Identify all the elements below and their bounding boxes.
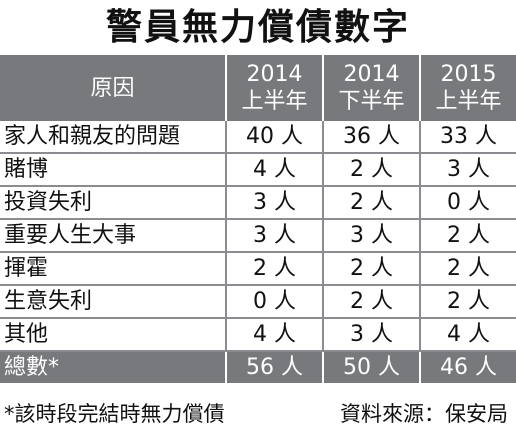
- page-title: 警員無力償債數字: [105, 7, 410, 48]
- value-cell: 3 人: [322, 318, 420, 352]
- footnote: *該時段完結時無力償債: [4, 402, 225, 426]
- value-cell: 2 人: [225, 252, 323, 286]
- header-2015-h1: 2015 上半年: [419, 55, 516, 121]
- insolvency-table: 原因 2014 上半年 2014 下半年 2015 上半年 家人和親友的問題 4…: [0, 55, 516, 383]
- value-cell: 3 人: [419, 153, 516, 187]
- total-label: 總數*: [0, 351, 226, 383]
- table-row: 生意失利 0 人 2 人 2 人: [0, 285, 516, 319]
- header-2014-h1: 2014 上半年: [225, 55, 323, 121]
- value-cell: 2 人: [419, 252, 516, 286]
- header-year: 2014: [246, 62, 303, 87]
- table-total-row: 總數* 56 人 50 人 46 人: [0, 351, 516, 383]
- value-cell: 2 人: [322, 252, 420, 286]
- header-year: 2015: [440, 62, 497, 87]
- source-credit: 資料來源：保安局: [340, 402, 508, 426]
- value-cell: 2 人: [419, 285, 516, 319]
- table-row: 揮霍 2 人 2 人 2 人: [0, 252, 516, 286]
- value-cell: 2 人: [419, 219, 516, 253]
- value-cell: 4 人: [225, 153, 323, 187]
- value-cell: 2 人: [322, 153, 420, 187]
- value-cell: 4 人: [225, 318, 323, 352]
- table-row: 賭博 4 人 2 人 3 人: [0, 153, 516, 187]
- value-cell: 0 人: [419, 186, 516, 220]
- table-row: 投資失利 3 人 2 人 0 人: [0, 186, 516, 220]
- value-cell: 2 人: [322, 285, 420, 319]
- reason-cell: 重要人生大事: [0, 219, 226, 253]
- header-half: 下半年: [338, 89, 405, 114]
- value-cell: 3 人: [322, 219, 420, 253]
- header-half: 上半年: [241, 89, 308, 114]
- value-cell: 33 人: [419, 121, 516, 154]
- reason-cell: 投資失利: [0, 186, 226, 220]
- value-cell: 36 人: [322, 121, 420, 154]
- table-row: 重要人生大事 3 人 3 人 2 人: [0, 219, 516, 253]
- value-cell: 3 人: [225, 186, 323, 220]
- total-value-cell: 50 人: [322, 351, 420, 383]
- total-value-cell: 46 人: [419, 351, 516, 383]
- value-cell: 40 人: [225, 121, 323, 154]
- reason-cell: 家人和親友的問題: [0, 121, 226, 154]
- value-cell: 0 人: [225, 285, 323, 319]
- value-cell: 3 人: [225, 219, 323, 253]
- table-row: 家人和親友的問題 40 人 36 人 33 人: [0, 121, 516, 154]
- table-row: 其他 4 人 3 人 4 人: [0, 318, 516, 352]
- header-year: 2014: [343, 62, 400, 87]
- value-cell: 4 人: [419, 318, 516, 352]
- value-cell: 2 人: [322, 186, 420, 220]
- reason-cell: 其他: [0, 318, 226, 352]
- reason-cell: 賭博: [0, 153, 226, 187]
- total-value-cell: 56 人: [225, 351, 323, 383]
- header-reason-label: 原因: [90, 75, 135, 101]
- reason-cell: 生意失利: [0, 285, 226, 319]
- header-reason: 原因: [0, 55, 226, 121]
- reason-cell: 揮霍: [0, 252, 226, 286]
- header-2014-h2: 2014 下半年: [322, 55, 420, 121]
- header-half: 上半年: [435, 89, 502, 114]
- table-header-row: 原因 2014 上半年 2014 下半年 2015 上半年: [0, 55, 516, 121]
